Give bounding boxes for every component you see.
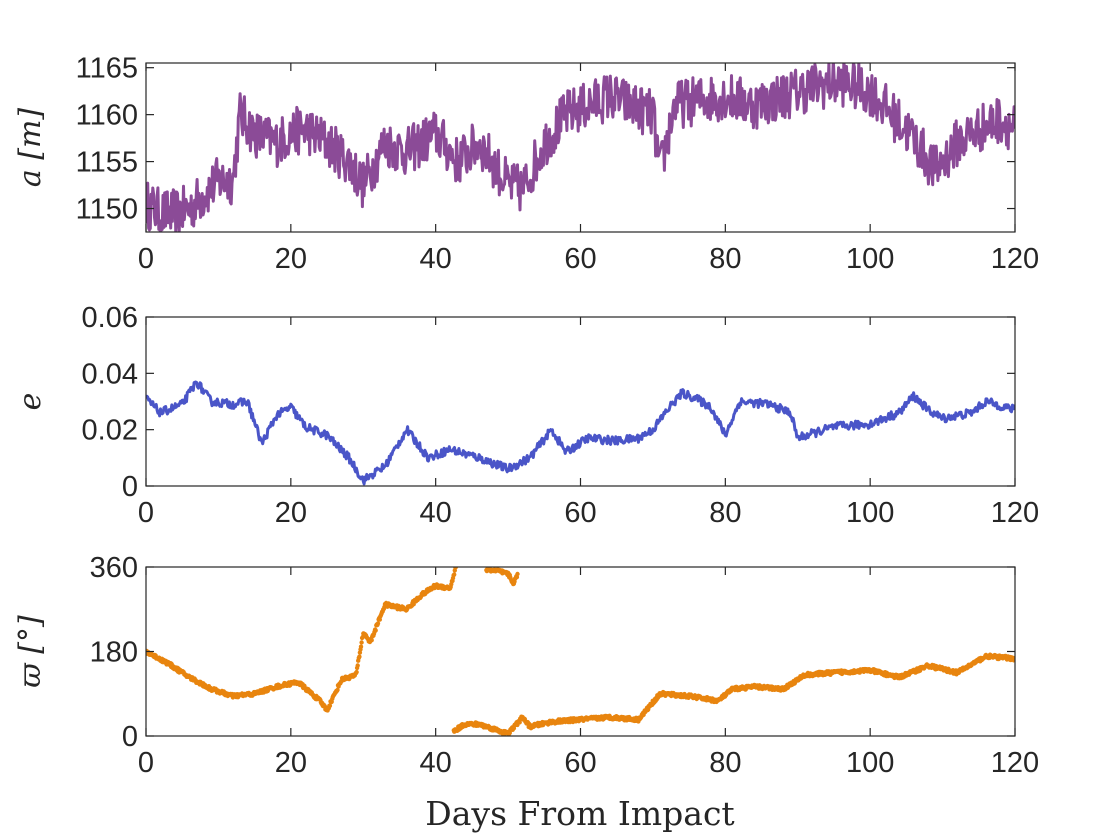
series-line — [146, 63, 1015, 232]
y-tick-label: 1165 — [76, 53, 138, 85]
data-point — [358, 644, 364, 649]
panel-e: 0 20 40 60 80 100 120 0 0.02 0.04 0.06 e — [13, 302, 1039, 529]
x-tick-label: 80 — [709, 747, 741, 779]
x-tick-label: 80 — [709, 243, 741, 275]
plot-area — [146, 567, 1015, 736]
data-point — [373, 628, 378, 633]
y-tick-label: 0.02 — [82, 415, 138, 447]
x-tick-label: 60 — [564, 243, 596, 275]
y-tick-label: 0 — [122, 721, 138, 753]
data-point — [515, 571, 520, 577]
series-points — [484, 567, 520, 587]
x-tick-label: 80 — [709, 497, 741, 529]
x-tick-label: 120 — [991, 747, 1039, 779]
data-point — [375, 621, 381, 626]
data-point — [452, 572, 457, 577]
data-point — [354, 669, 359, 675]
x-tick-label: 20 — [275, 747, 307, 779]
data-point — [357, 654, 362, 659]
x-tick-label: 120 — [991, 497, 1039, 529]
x-tick-label: 100 — [846, 497, 894, 529]
x-tick-label: 40 — [420, 243, 452, 275]
panel-a: 0 20 40 60 80 100 120 1150 1155 1160 1165 a [m] — [13, 53, 1039, 275]
data-point — [327, 703, 333, 708]
x-tick-label: 20 — [275, 243, 307, 275]
axes-box — [145, 316, 1016, 487]
data-point — [355, 663, 360, 668]
data-point — [359, 640, 364, 645]
y-tick-label: 1150 — [76, 194, 138, 226]
x-tick-label: 60 — [564, 747, 596, 779]
x-tick-label: 40 — [420, 497, 452, 529]
series-points — [146, 567, 459, 713]
x-tick-label: 40 — [420, 747, 452, 779]
x-tick-label: 20 — [275, 497, 307, 529]
x-axis-label: Days From Impact — [425, 794, 734, 833]
y-axis-label: e — [13, 393, 48, 411]
data-point — [507, 730, 512, 736]
x-tick-label: 100 — [846, 243, 894, 275]
y-tick-label: 1160 — [76, 100, 138, 132]
x-tick-label: 120 — [991, 243, 1039, 275]
axes-box — [145, 566, 1016, 737]
y-tick-label: 0.06 — [82, 302, 138, 334]
x-tick-label: 0 — [138, 747, 154, 779]
series-line — [146, 380, 1015, 486]
y-axis-label: a [m] — [13, 108, 48, 188]
y-tick-label: 1155 — [76, 147, 138, 179]
series-points — [451, 652, 1015, 736]
plot-area — [146, 380, 1015, 486]
y-tick-label: 360 — [90, 552, 138, 584]
plot-area — [146, 63, 1015, 232]
y-tick-label: 180 — [90, 637, 138, 669]
x-tick-label: 0 — [138, 497, 154, 529]
x-tick-label: 100 — [846, 747, 894, 779]
data-point — [517, 720, 522, 725]
data-point — [369, 638, 374, 643]
panel-varpi: 0 20 40 60 80 100 120 0 180 360 ϖ [°] — [13, 552, 1039, 779]
x-tick-label: 0 — [138, 243, 154, 275]
y-axis-label: ϖ [°] — [13, 615, 48, 688]
y-tick-label: 0 — [122, 471, 138, 503]
data-point — [335, 687, 340, 693]
x-tick-label: 60 — [564, 497, 596, 529]
y-tick-label: 0.04 — [82, 358, 138, 390]
